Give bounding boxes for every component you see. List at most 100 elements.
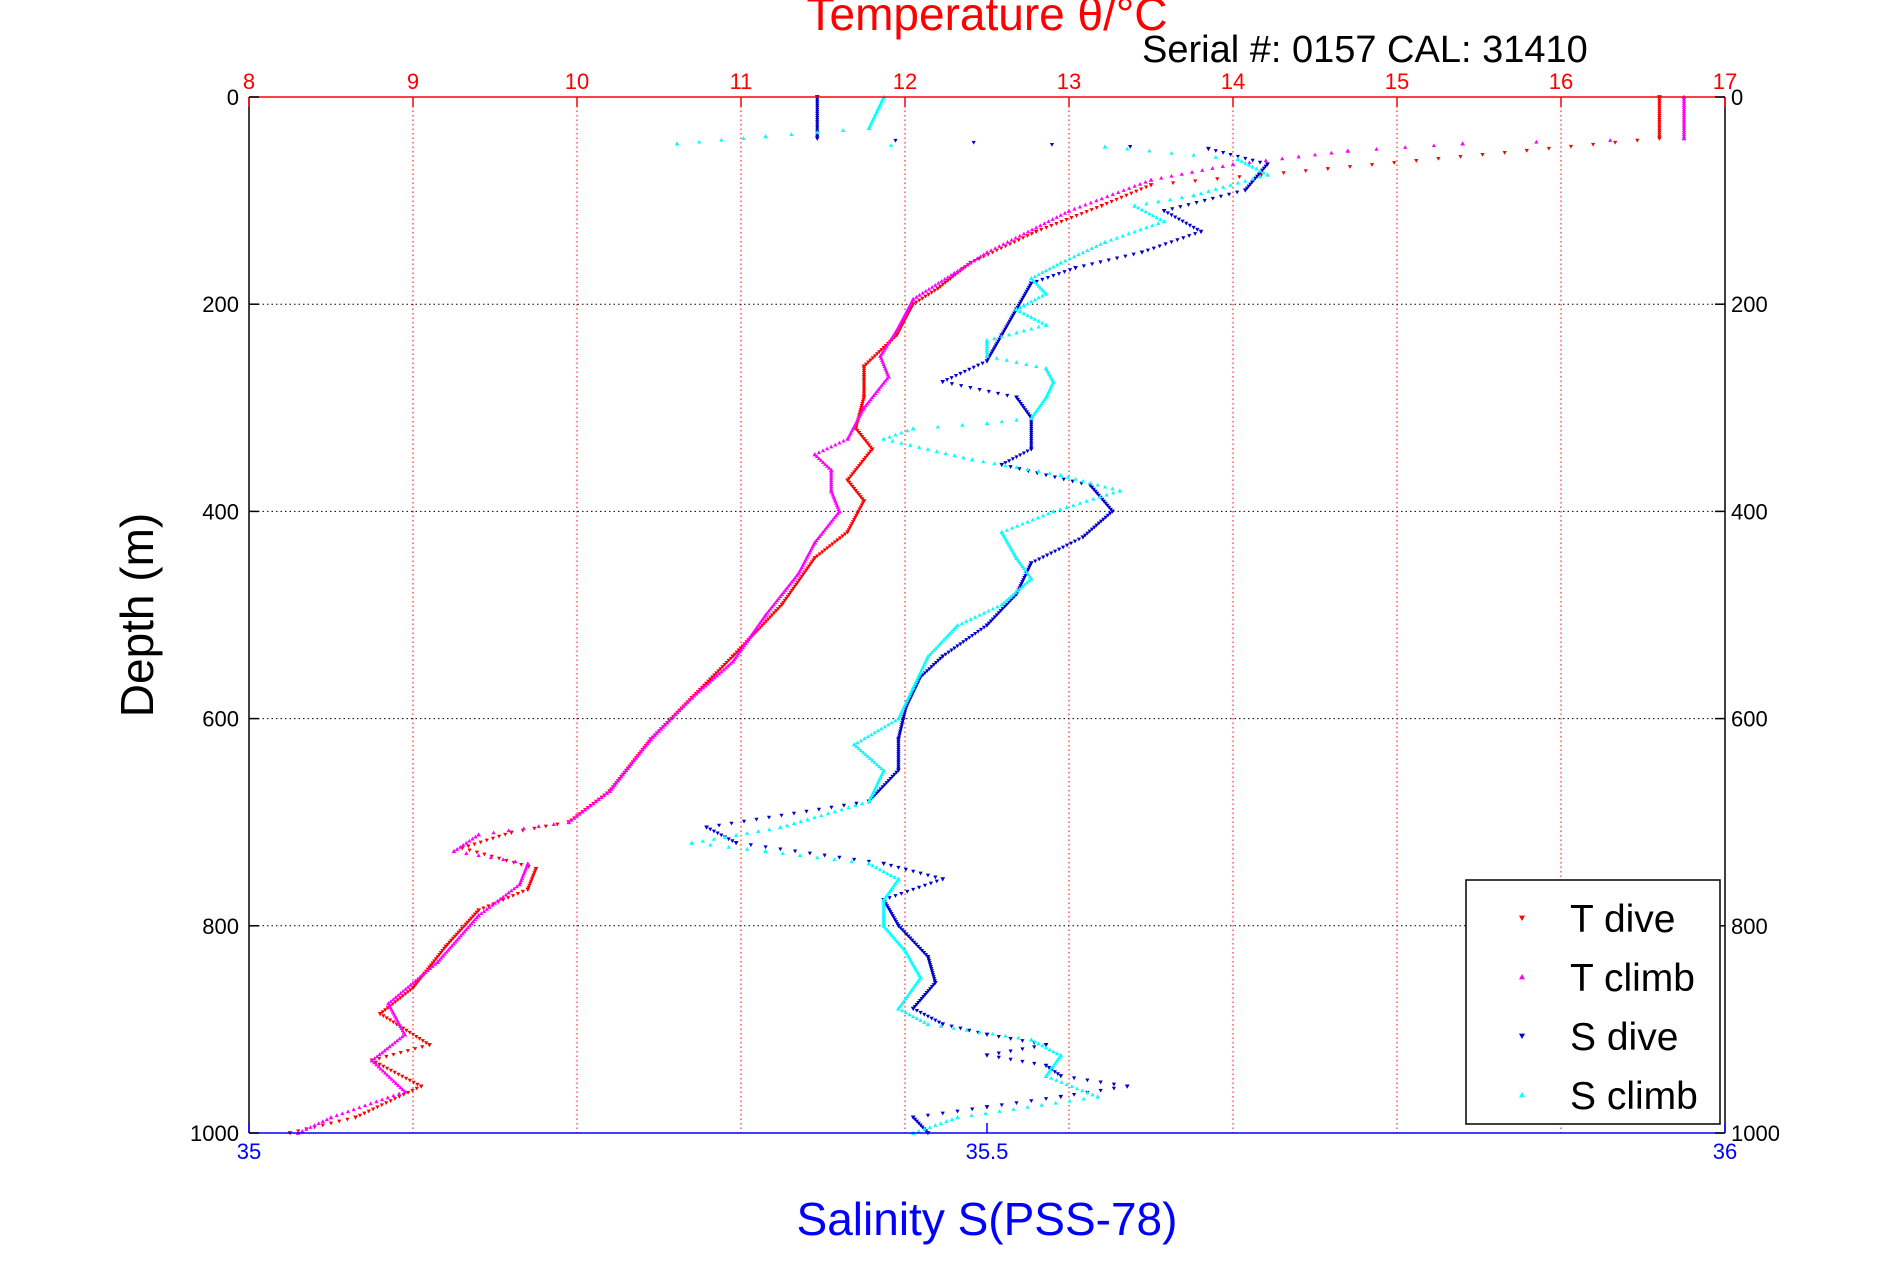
data-point-s-climb xyxy=(1055,1057,1060,1062)
data-point-s-climb xyxy=(1029,315,1034,319)
data-point-s-dive xyxy=(938,656,943,661)
data-point-s-dive xyxy=(999,1103,1004,1108)
data-point-s-dive xyxy=(962,369,967,374)
data-point-t-climb xyxy=(825,446,830,451)
data-point-s-dive xyxy=(896,758,901,763)
tick-label-temperature: 11 xyxy=(730,69,753,94)
data-point-s-dive xyxy=(940,1022,946,1027)
data-point-t-climb xyxy=(776,596,781,601)
data-point-s-climb xyxy=(1049,1075,1054,1080)
data-point-s-climb xyxy=(944,1119,949,1124)
data-point-s-climb xyxy=(902,947,907,952)
data-point-s-dive xyxy=(1018,584,1023,589)
data-point-t-dive xyxy=(497,834,502,839)
data-point-s-climb xyxy=(881,915,886,920)
data-point-t-dive xyxy=(1392,161,1397,165)
data-point-s-dive xyxy=(1094,523,1099,528)
data-point-t-climb xyxy=(454,847,460,851)
data-point-s-climb xyxy=(984,348,990,352)
data-point-s-dive xyxy=(1007,459,1012,463)
data-point-t-climb xyxy=(607,788,613,794)
data-point-s-dive xyxy=(1023,408,1028,412)
data-point-s-dive xyxy=(1043,1097,1049,1101)
data-point-t-climb xyxy=(1042,221,1047,226)
data-point-s-climb xyxy=(1098,242,1103,246)
data-point-t-climb xyxy=(669,716,674,721)
data-point-s-dive xyxy=(1106,258,1111,263)
data-point-s-climb xyxy=(861,750,866,755)
data-point-s-climb xyxy=(891,883,897,888)
data-point-t-dive xyxy=(861,372,867,377)
data-point-s-dive xyxy=(910,1006,916,1012)
data-point-s-climb xyxy=(893,432,898,437)
data-point-t-climb xyxy=(447,945,453,950)
data-point-t-dive xyxy=(388,1068,394,1073)
data-point-s-dive xyxy=(898,727,903,732)
data-point-t-climb xyxy=(820,460,826,464)
data-point-t-climb xyxy=(372,1060,377,1065)
data-point-t-climb xyxy=(536,824,541,829)
data-point-t-dive xyxy=(806,564,812,569)
data-point-t-climb xyxy=(572,815,577,820)
data-point-s-climb xyxy=(1057,507,1063,512)
data-point-s-dive xyxy=(919,997,924,1001)
data-point-s-dive xyxy=(976,629,981,634)
data-point-s-climb xyxy=(815,130,820,134)
data-point-s-climb xyxy=(872,730,877,735)
data-point-t-climb xyxy=(392,1040,397,1045)
data-point-s-dive xyxy=(1076,537,1082,542)
data-point-s-dive xyxy=(929,1016,934,1021)
data-point-t-dive xyxy=(808,562,813,567)
data-point-s-dive xyxy=(1092,525,1097,530)
data-point-s-dive xyxy=(984,1053,990,1058)
data-point-s-climb xyxy=(805,817,810,822)
data-point-t-climb xyxy=(691,693,697,698)
data-point-t-climb xyxy=(945,275,950,279)
legend-marker-t-dive xyxy=(1519,915,1525,921)
data-point-t-dive xyxy=(1089,208,1094,212)
data-point-t-dive xyxy=(805,566,810,571)
data-point-t-dive xyxy=(848,474,853,479)
data-point-t-dive xyxy=(1613,140,1618,145)
data-point-t-dive xyxy=(384,1016,389,1021)
data-point-t-climb xyxy=(786,583,791,588)
data-point-s-climb xyxy=(916,1128,921,1133)
data-point-s-dive xyxy=(896,865,901,870)
data-point-s-climb xyxy=(990,606,996,611)
data-point-t-dive xyxy=(935,286,941,292)
data-point-s-dive xyxy=(896,743,901,748)
data-point-s-climb xyxy=(1048,1067,1053,1072)
data-point-s-dive xyxy=(730,839,735,844)
data-point-t-climb xyxy=(812,452,818,457)
data-point-t-dive xyxy=(1109,199,1114,204)
tick-label-depth-right: 800 xyxy=(1731,914,1768,939)
data-point-t-climb xyxy=(1050,217,1055,221)
data-point-t-dive xyxy=(842,532,848,537)
data-point-t-climb xyxy=(873,391,878,395)
data-point-s-climb xyxy=(1047,266,1052,271)
data-point-t-climb xyxy=(1681,113,1687,118)
data-point-t-dive xyxy=(467,848,472,853)
data-point-t-dive xyxy=(858,433,863,437)
data-point-s-climb xyxy=(937,641,942,646)
data-point-s-climb xyxy=(992,461,997,466)
data-point-s-climb xyxy=(1076,252,1081,257)
data-point-s-climb xyxy=(1069,1084,1074,1089)
data-point-s-dive xyxy=(1026,567,1031,572)
data-point-t-climb xyxy=(1329,150,1334,155)
data-point-t-dive xyxy=(861,395,867,400)
data-point-t-dive xyxy=(420,1039,425,1043)
data-point-s-climb xyxy=(1016,1035,1021,1040)
data-point-s-dive xyxy=(719,833,724,838)
data-point-t-dive xyxy=(1369,163,1375,167)
data-point-t-climb xyxy=(714,673,719,678)
data-point-t-climb xyxy=(997,244,1002,248)
data-point-s-climb xyxy=(983,1111,988,1115)
data-point-t-dive xyxy=(1016,238,1021,243)
data-point-t-dive xyxy=(320,1123,325,1128)
data-point-t-climb xyxy=(1200,168,1205,172)
data-point-t-climb xyxy=(1005,239,1010,244)
data-point-t-climb xyxy=(1681,99,1687,103)
data-point-s-dive xyxy=(912,1117,918,1122)
